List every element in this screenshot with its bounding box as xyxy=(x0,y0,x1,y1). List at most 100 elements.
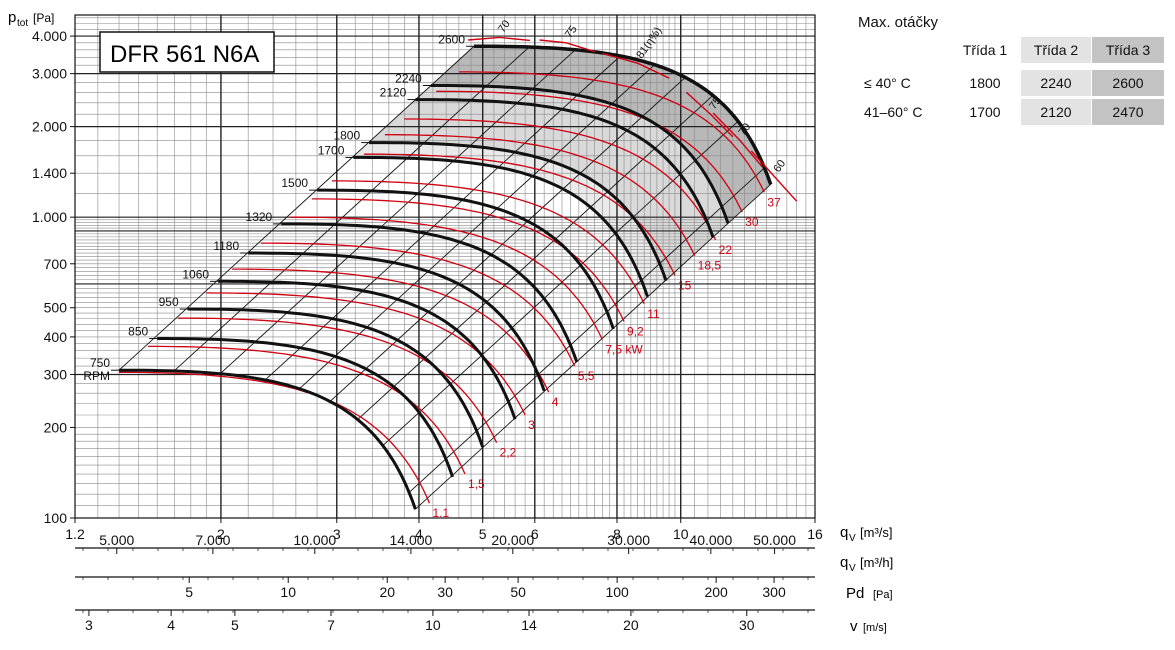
x-axis-label-main: q xyxy=(840,524,848,541)
power-curve xyxy=(290,216,603,340)
speed-table-row-label: ≤ 40° C xyxy=(864,75,911,91)
secondary-axis-titles: q V [m³/h] Pd [Pa] v [m/s] xyxy=(840,554,893,635)
speed-curve-max xyxy=(474,44,773,185)
axis-pd-label-main: Pd xyxy=(846,585,864,602)
efficiency-curve xyxy=(468,36,531,42)
secondary-tick-label: 7.000 xyxy=(195,532,230,548)
speed-table-cell: 2240 xyxy=(1021,70,1091,96)
y-tick-label: 700 xyxy=(44,256,68,272)
power-curve xyxy=(384,134,696,256)
power-curve xyxy=(148,345,466,475)
power-curve-label: 2,2 xyxy=(500,446,517,460)
speed-curve xyxy=(281,222,579,363)
power-curve xyxy=(206,292,526,416)
speed-curve xyxy=(157,337,455,478)
axis-pd-unit: [Pa] xyxy=(873,589,893,601)
speed-table-row-label: 41–60° C xyxy=(864,104,923,120)
x-tick-label: 6 xyxy=(531,526,539,542)
secondary-tick-label: 5.000 xyxy=(99,532,134,548)
x-tick-label: 5 xyxy=(479,526,487,542)
efficiency-label: 75 xyxy=(563,24,580,41)
secondary-tick-label: 100 xyxy=(605,584,629,600)
speed-curve-label: 1800 xyxy=(333,129,360,143)
secondary-tick-label: 30 xyxy=(437,584,453,600)
x-axis-title: q V [m³/s] xyxy=(840,524,893,544)
speed-curve-label: 2600 xyxy=(438,32,465,46)
system-line xyxy=(382,120,739,446)
power-curve xyxy=(232,268,550,393)
efficiency-label: 70 xyxy=(496,18,513,35)
power-curve-label: 7,5 kW xyxy=(605,343,643,357)
power-curve-label: 4 xyxy=(552,395,559,409)
secondary-tick-label: 5 xyxy=(185,584,193,600)
axes: 100 200 300 400 500 700 1.000 1.400 2.000 3.000 4.… xyxy=(32,14,823,633)
speed-curve-label: 2120 xyxy=(380,86,407,100)
secondary-tick-label: 20.000 xyxy=(491,532,534,548)
x-tick-label: 8 xyxy=(613,526,621,542)
x-axis-label-sub: V xyxy=(849,533,856,544)
power-curve-label: 22 xyxy=(719,243,733,257)
shaded-region xyxy=(430,46,771,224)
efficiency-label: 75 xyxy=(707,95,724,112)
speed-table-cell: 1700 xyxy=(969,104,1001,120)
speed-curve-label: 2240 xyxy=(395,71,422,85)
x-tick-label: 1.2 xyxy=(65,526,85,542)
power-curve-label: 37 xyxy=(767,195,781,209)
axis-v-unit: [m/s] xyxy=(863,622,887,634)
power-curve-label: 15 xyxy=(678,278,692,292)
y-tick-label: 400 xyxy=(44,329,68,345)
speed-table-header-class3: Třída 3 xyxy=(1092,37,1164,63)
system-line xyxy=(415,184,771,510)
power-curve-label: 30 xyxy=(745,215,759,229)
max-speed-table: Max. otáčky Třída 1 Třída 2 Třída 3 ≤ 40… xyxy=(850,10,1165,130)
x-tick-label: 3 xyxy=(333,526,341,542)
y-tick-label: 500 xyxy=(44,300,68,316)
power-curve-label: 9,2 xyxy=(627,325,644,339)
power-curve xyxy=(364,153,676,276)
curve-labels: 1,1 1,5 2,2 3 4 5,5 7,5 kW 9,211 15 18,5 22 30 37 750… xyxy=(83,32,781,520)
power-curve xyxy=(311,198,625,322)
y-tick-label: 200 xyxy=(44,419,68,435)
y-tick-label: 300 xyxy=(44,366,68,382)
speed-curve xyxy=(430,84,730,224)
speed-curve xyxy=(119,368,417,510)
efficiency-label: 70 xyxy=(736,121,753,138)
efficiency-curve xyxy=(685,91,734,138)
secondary-tick-label: 7 xyxy=(327,617,335,633)
efficiency-curve xyxy=(602,52,670,79)
x-tick-label: 10 xyxy=(673,526,689,542)
axis-qvh-label-sub: V xyxy=(849,563,856,574)
y-axis-label-sub: tot xyxy=(17,18,28,29)
power-curve xyxy=(332,180,645,305)
speed-table-header-class2: Třída 2 xyxy=(1021,37,1091,63)
x-axis-unit: [m³/s] xyxy=(860,525,893,540)
speed-curve xyxy=(187,307,485,448)
y-tick-label: 1.400 xyxy=(32,165,67,181)
system-line xyxy=(357,95,714,420)
x-tick-label: 4 xyxy=(415,526,423,542)
secondary-tick-label: 4 xyxy=(167,617,175,633)
x-tick-label: 2 xyxy=(217,526,225,542)
speed-table-cell: 1800 xyxy=(969,75,1001,91)
axis-v-label-main: v xyxy=(850,618,858,635)
y-axis-label-main: p xyxy=(8,9,16,26)
speed-curve xyxy=(415,98,715,239)
secondary-tick-label: 5 xyxy=(231,617,239,633)
y-tick-label: 2.000 xyxy=(32,119,67,135)
secondary-tick-label: 20 xyxy=(379,584,395,600)
power-curve xyxy=(177,317,498,443)
y-tick-label: 100 xyxy=(44,510,68,526)
speed-curve-label: 1320 xyxy=(246,210,273,224)
y-tick-label: 3.000 xyxy=(32,66,67,82)
power-curve xyxy=(404,118,717,241)
secondary-tick-label: 3 xyxy=(85,617,93,633)
y-axis-title: p tot [Pa] xyxy=(8,9,54,29)
power-curves xyxy=(119,71,765,504)
speed-curve xyxy=(369,141,668,282)
speed-curve-sublabel: RPM xyxy=(83,369,110,383)
efficiency-label: 60 xyxy=(771,158,788,175)
y-axis-unit: [Pa] xyxy=(33,11,54,25)
secondary-tick-label: 10.000 xyxy=(293,532,336,548)
secondary-tick-label: 14.000 xyxy=(389,532,432,548)
speed-curve-label: 1700 xyxy=(318,143,345,157)
